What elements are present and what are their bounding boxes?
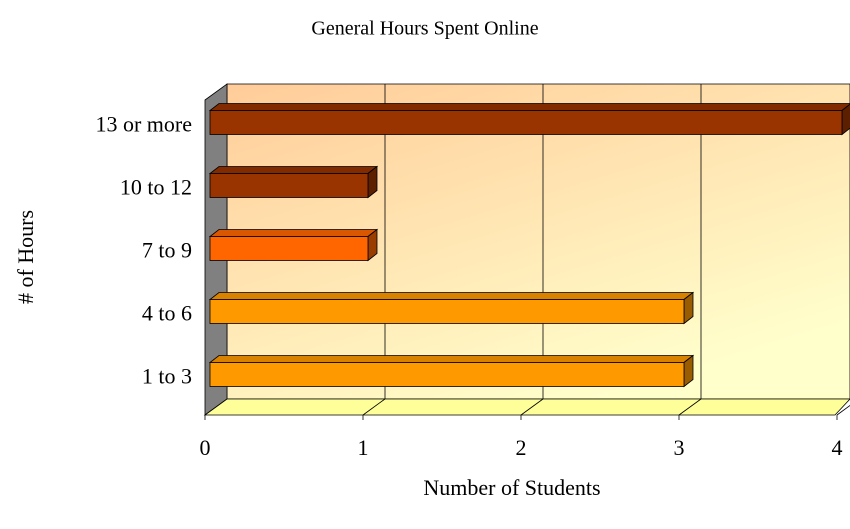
bar — [209, 362, 685, 387]
x-tick-label: 0 — [200, 435, 211, 460]
floor-grid-line — [520, 398, 544, 416]
bar — [209, 299, 685, 324]
y-tick-label: 4 to 6 — [142, 301, 192, 326]
bar-top — [208, 229, 379, 237]
x-axis-label: Number of Students — [423, 475, 600, 500]
bar-top — [208, 166, 379, 174]
bar-top — [208, 355, 695, 363]
bar — [209, 173, 369, 198]
bar — [209, 110, 843, 135]
y-tick-label: 1 to 3 — [142, 364, 192, 389]
bar-top — [208, 103, 850, 111]
x-tick-label: 2 — [516, 435, 527, 460]
bar-top — [208, 292, 695, 300]
bar — [209, 236, 369, 261]
floor-grid-line — [836, 405, 850, 416]
chart-title: General Hours Spent Online — [311, 18, 538, 40]
y-tick-label: 13 or more — [95, 112, 192, 137]
y-tick-label: 7 to 9 — [142, 238, 192, 263]
y-axis-label: # of Hours — [13, 210, 38, 304]
x-tick-label: 4 — [832, 435, 843, 460]
x-tick-label: 3 — [674, 435, 685, 460]
floor-grid-line — [678, 398, 702, 416]
floor — [203, 398, 850, 416]
y-tick-label: 10 to 12 — [120, 175, 192, 200]
x-tick-label: 1 — [358, 435, 369, 460]
floor-grid-line — [362, 398, 386, 416]
